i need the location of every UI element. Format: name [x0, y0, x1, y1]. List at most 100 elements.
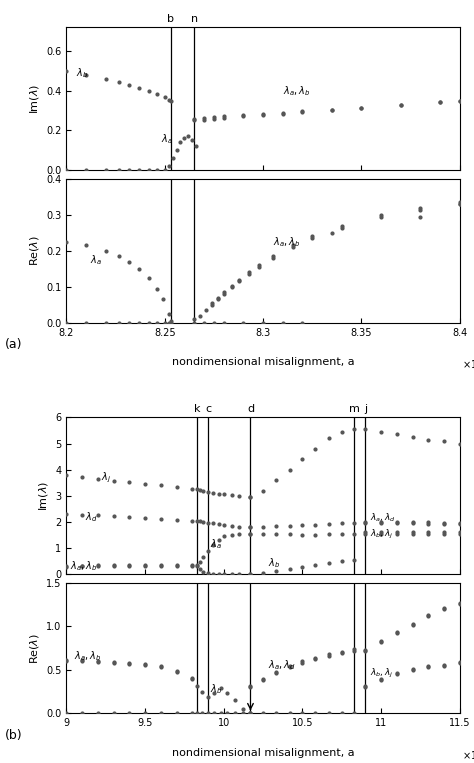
Point [440, 436, 448, 448]
Point [126, 560, 133, 572]
Point [236, 275, 243, 288]
Point [228, 520, 236, 532]
Point [246, 568, 254, 581]
Point [259, 707, 267, 720]
Point [456, 95, 464, 107]
Point [259, 672, 267, 684]
Point [377, 636, 385, 648]
Point [351, 423, 358, 435]
Point [200, 551, 207, 563]
Text: $\lambda_a$: $\lambda_a$ [210, 536, 221, 551]
Point [289, 241, 296, 253]
Point [191, 114, 198, 127]
Point [209, 487, 217, 499]
Point [82, 240, 90, 252]
Point [393, 516, 401, 528]
Point [82, 69, 90, 81]
Point [351, 707, 358, 720]
Point [351, 643, 358, 655]
Point [192, 140, 200, 153]
Point [181, 132, 188, 144]
Point [279, 106, 287, 118]
Point [141, 658, 149, 670]
Point [362, 516, 369, 528]
Point [102, 72, 109, 85]
Point [299, 105, 306, 118]
Text: $\lambda_b, \lambda_j$: $\lambda_b, \lambda_j$ [370, 667, 394, 680]
Text: d: d [247, 404, 254, 414]
Point [325, 528, 333, 540]
Point [136, 262, 143, 275]
Point [110, 707, 118, 720]
Point [239, 108, 247, 121]
Text: c: c [205, 404, 211, 414]
Point [286, 659, 293, 671]
Point [425, 526, 432, 539]
Point [78, 560, 86, 572]
Point [200, 516, 207, 528]
Point [456, 597, 464, 609]
Point [456, 196, 464, 208]
Point [286, 662, 293, 674]
Point [286, 707, 293, 720]
Point [102, 317, 109, 329]
Point [153, 317, 161, 329]
Point [220, 488, 228, 501]
Point [126, 164, 133, 176]
Point [228, 489, 236, 501]
Point [246, 521, 254, 533]
Point [191, 313, 198, 325]
Point [208, 298, 216, 311]
Point [202, 304, 210, 316]
Point [338, 707, 346, 720]
Point [204, 545, 212, 557]
Point [409, 619, 416, 631]
Point [409, 526, 416, 539]
Point [393, 626, 401, 639]
Point [409, 516, 416, 528]
Point [196, 556, 204, 568]
Text: k: k [194, 404, 200, 414]
Point [286, 528, 293, 540]
Point [231, 694, 238, 707]
Point [299, 529, 306, 541]
Text: nondimensional misalignment, a: nondimensional misalignment, a [172, 357, 355, 367]
Point [102, 164, 109, 176]
Point [377, 635, 385, 647]
Point [214, 291, 222, 304]
Point [377, 211, 385, 223]
Point [63, 317, 70, 329]
Point [425, 517, 432, 529]
Point [393, 627, 401, 639]
Point [220, 317, 228, 329]
Point [63, 236, 70, 248]
Point [193, 559, 201, 571]
Point [409, 664, 416, 676]
Point [204, 486, 212, 498]
Point [246, 528, 254, 540]
Point [173, 559, 180, 571]
Y-axis label: Re($\lambda$): Re($\lambda$) [27, 236, 41, 266]
Point [255, 259, 263, 272]
Point [272, 665, 280, 678]
Point [116, 317, 123, 329]
Point [78, 509, 86, 521]
Point [167, 95, 174, 107]
Point [325, 648, 333, 660]
Point [289, 240, 296, 252]
Point [440, 602, 448, 614]
Point [157, 660, 164, 672]
Point [189, 559, 196, 571]
Point [94, 656, 101, 668]
Point [157, 559, 164, 571]
Point [236, 273, 243, 285]
Point [161, 317, 169, 329]
Point [78, 559, 86, 571]
Point [456, 597, 464, 610]
Point [440, 659, 448, 671]
Point [126, 658, 133, 670]
Point [377, 526, 385, 539]
Point [338, 645, 346, 658]
Point [299, 453, 306, 465]
Point [220, 530, 228, 542]
